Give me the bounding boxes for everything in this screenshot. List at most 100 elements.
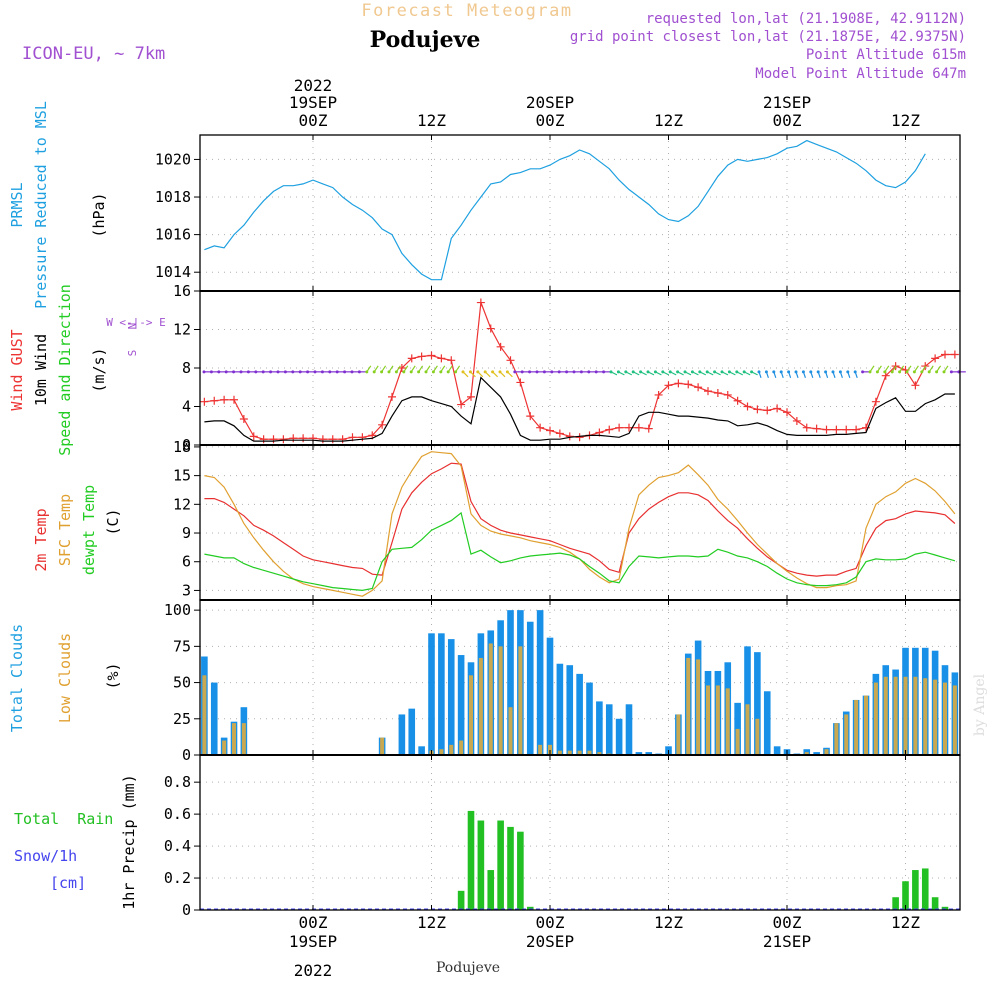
gust-marker xyxy=(842,425,851,434)
rain-bar xyxy=(526,906,534,910)
low-cloud-bar xyxy=(518,646,523,755)
low-cloud-bar xyxy=(380,737,385,755)
series-line-sfc-temp xyxy=(204,451,956,597)
total-cloud-bar xyxy=(744,646,751,755)
low-cloud-bar xyxy=(943,682,947,755)
gust-marker xyxy=(447,356,456,365)
credit-watermark: by Angel xyxy=(972,673,988,736)
wind-10m-label: 10m Wind xyxy=(32,334,50,406)
temp-panel: 3 6 9 12 15 18 xyxy=(173,438,961,601)
gust-marker xyxy=(506,356,515,365)
total-cloud-bar xyxy=(645,752,653,755)
low-cloud-bar xyxy=(488,643,493,755)
low-cloud-bar xyxy=(241,723,246,755)
wind-arrow-head xyxy=(454,370,458,374)
low-cloud-bar xyxy=(202,675,207,755)
y-tick-label: 8 xyxy=(182,359,191,377)
clouds-panel: 0 25 50 75 100 xyxy=(164,599,961,764)
wind-arrow-head xyxy=(853,370,857,374)
wind-arrow-head xyxy=(764,370,768,374)
y-tick-label: 0.6 xyxy=(164,805,191,823)
wind-arrow-head xyxy=(676,370,680,374)
wind-arrow-head xyxy=(439,370,443,374)
gust-marker xyxy=(526,412,535,421)
wind-arrow-head xyxy=(246,370,250,374)
y-tick-label: 100 xyxy=(164,601,191,619)
wind-arrow-head xyxy=(809,370,813,374)
temp-dewpt-label: dewpt Temp xyxy=(80,485,98,575)
gust-marker xyxy=(773,404,782,413)
total-cloud-bar xyxy=(763,691,771,755)
gust-marker xyxy=(388,392,396,401)
total-cloud-bar xyxy=(438,633,445,755)
wind-arrow-head xyxy=(668,370,672,374)
total-rain-label: Total Rain xyxy=(14,810,113,828)
gust-marker xyxy=(931,354,940,363)
wind-arrow-head xyxy=(335,370,339,374)
wind-arrow-head xyxy=(772,370,776,374)
y-tick-label: 1018 xyxy=(155,188,191,206)
wind-arrow-head xyxy=(550,370,554,374)
gust-marker xyxy=(496,342,505,351)
low-cloud-bar xyxy=(725,688,730,755)
gust-marker xyxy=(230,395,238,404)
wind-arrow-head xyxy=(491,370,495,374)
wind-arrow-head xyxy=(824,370,828,374)
wind-arrow-head xyxy=(838,370,842,374)
rain-bar xyxy=(487,870,495,910)
gust-marker xyxy=(634,423,643,432)
gust-marker xyxy=(852,425,861,434)
y-tick-label: 12 xyxy=(173,321,191,339)
gust-marker xyxy=(289,434,298,443)
total-cloud-bar xyxy=(428,633,435,755)
wind-arrow-head xyxy=(306,370,310,374)
wind-arrow-head xyxy=(343,370,347,374)
wind-arrow-head xyxy=(846,370,850,374)
wind-arrow-head xyxy=(328,370,332,374)
wind-arrow-head xyxy=(639,370,643,374)
rain-bar xyxy=(902,881,909,910)
gust-marker xyxy=(783,408,791,417)
wind-arrow-head xyxy=(520,370,524,374)
compass-south: S xyxy=(126,350,139,357)
gust-marker xyxy=(417,352,426,361)
y-tick-label: 9 xyxy=(182,524,191,542)
low-cloud-bar xyxy=(824,749,829,755)
wind-arrow-head xyxy=(232,370,236,374)
gust-marker xyxy=(555,429,564,438)
low-cloud-bar xyxy=(469,675,473,755)
panel-frame xyxy=(199,754,961,911)
total-cloud-bar xyxy=(546,637,554,755)
wind-arrow-head xyxy=(446,370,450,374)
wind-arrow-head xyxy=(690,370,694,374)
top-year: 2022 xyxy=(294,76,333,95)
wind-arrow-head xyxy=(461,370,465,374)
gust-marker xyxy=(950,350,959,359)
low-cloud-bar xyxy=(508,707,513,755)
low-cloud-bar xyxy=(597,752,602,755)
gust-marker xyxy=(605,425,614,434)
wind-arrow-head xyxy=(631,370,635,374)
gust-marker xyxy=(654,390,663,399)
gust-marker xyxy=(437,354,446,363)
gust-marker xyxy=(407,354,416,363)
wind-arrow-head xyxy=(624,370,628,374)
wind-arrow-head xyxy=(483,370,487,374)
total-cloud-bar xyxy=(566,665,574,755)
y-tick-label: 0 xyxy=(182,436,191,454)
y-tick-label: 15 xyxy=(173,467,191,485)
top-date-label: 20SEP xyxy=(526,93,574,112)
total-cloud-bar xyxy=(813,752,820,755)
y-tick-label: 16 xyxy=(173,282,191,300)
low-cloud-bar xyxy=(577,750,582,755)
low-cloud-bar xyxy=(755,718,760,755)
y-tick-label: 0 xyxy=(182,746,191,764)
wind-arrow-head xyxy=(698,370,702,374)
low-cloud-bar xyxy=(548,744,552,755)
low-cloud-bar xyxy=(893,676,898,755)
wind-arrow-head xyxy=(875,370,879,374)
gust-marker xyxy=(753,405,762,414)
top-hour-label: 00Z xyxy=(299,111,328,130)
top-hour-label: 12Z xyxy=(891,111,920,130)
